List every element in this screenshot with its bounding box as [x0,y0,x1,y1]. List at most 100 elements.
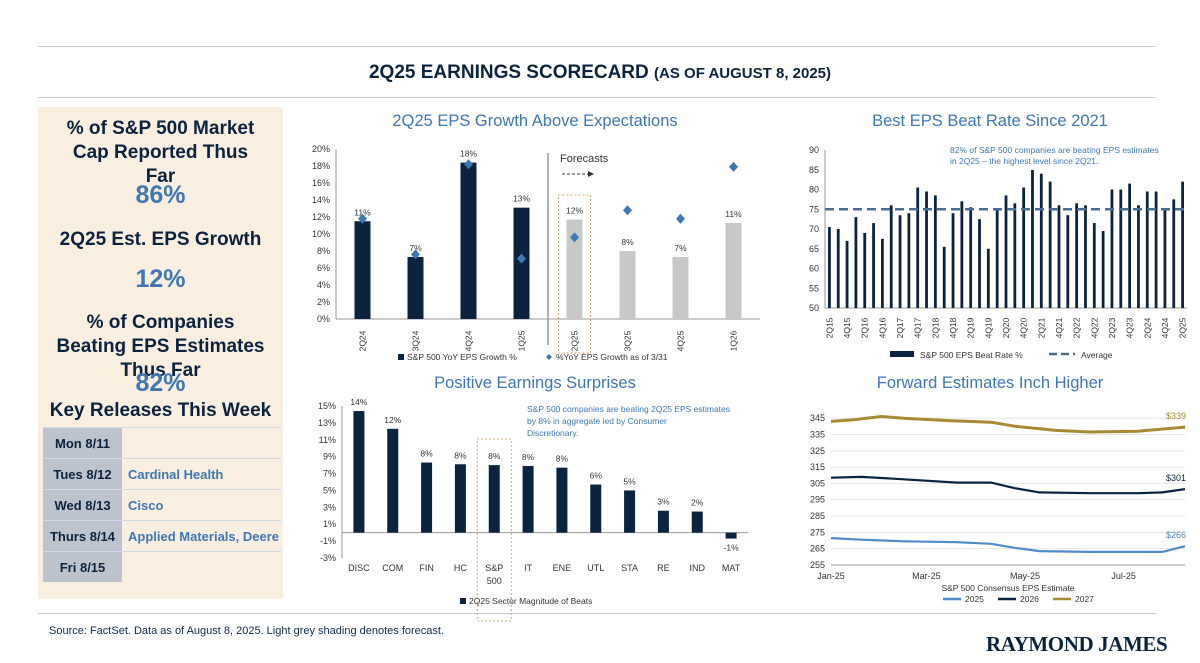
x-tick-label: 4Q18 [948,317,958,338]
title-rule [38,97,1156,98]
x-tick-label: FIN [419,563,434,573]
bar-data-label: 2% [691,498,704,508]
y-tick-label: 265 [810,544,825,554]
bar [960,201,964,308]
release-companies [122,427,281,459]
bar-data-label: 8% [488,451,501,461]
bar [460,162,477,319]
bar [407,256,424,319]
annotation-text: 82% of S&P 500 companies are beating EPS… [950,145,1159,155]
bar-data-label: 18% [460,149,477,159]
bar-data-label: 8% [420,449,433,459]
bar [1022,187,1026,308]
y-tick-label: 275 [810,527,825,537]
y-tick-label: 6% [317,263,330,273]
legend-swatch [890,351,914,357]
legend-swatch [398,354,404,360]
source-note: Source: FactSet. Data as of August 8, 20… [49,625,445,637]
diamond-point [464,159,473,170]
x-tick-label: 4Q25 [676,330,686,351]
series-line [830,475,1186,495]
x-tick-label: S&P [485,563,503,573]
x-tick-label: IT [524,563,533,573]
bar-data-label: 8% [621,237,634,247]
y-tick-label: 10% [312,229,330,239]
legend-label: S&P 500 EPS Beat Rate % [920,350,1023,360]
eps-growth-chart: 0% 2% 4% 6% 8% 10% 12% 14% 16% 18% 20% Forecasts 11%… [312,144,760,362]
release-companies: Cardinal Health [122,458,281,490]
legend-swatch [546,354,552,360]
x-tick-label: 4Q24 [464,330,474,351]
x-tick-label: RE [657,563,670,573]
y-tick-label: 14% [312,195,330,205]
bar [1066,215,1070,308]
forward-eps-chart-title: Forward Estimates Inch Higher [876,374,1104,392]
bar [1101,230,1105,308]
y-tick-label: 70 [809,224,819,234]
bar [863,232,867,308]
x-tick-label: 4Q15 [842,317,852,338]
bar [1048,181,1052,308]
y-tick-label: 55 [809,283,819,293]
y-tick-label: 18% [312,161,330,171]
x-tick-label: 4Q16 [877,317,887,338]
eps-growth-label: 2Q25 Est. EPS Growth [59,229,262,250]
x-tick-label: May-25 [1010,571,1040,581]
release-row: Wed 8/13 Cisco [43,489,281,521]
bar [978,219,981,308]
bar-data-label: 7% [674,243,687,253]
bar [1128,183,1132,308]
end-label: $301 [1166,473,1186,483]
bar [1154,191,1158,308]
release-day: Mon 8/11 [43,427,122,459]
y-tick-label: 285 [810,511,825,521]
release-row: Thurs 8/14 Applied Materials, Deere [43,520,281,552]
x-tick-label: 500 [487,576,502,586]
x-tick-label: Mar-25 [912,571,941,581]
bar [1075,203,1079,308]
key-releases-table: Mon 8/11 Tues 8/12 Cardinal Health Wed 8/… [43,427,281,582]
series-line [830,537,1186,553]
x-tick-label: 2Q18 [930,317,940,338]
surprises-chart-title: Positive Earnings Surprises [434,374,636,392]
y-tick-label: 335 [810,429,825,439]
y-tick-label: 4% [317,280,330,290]
eps-growth-chart-title: 2Q25 EPS Growth Above Expectations [392,112,678,130]
y-tick-label: 65 [809,244,819,254]
x-axis-label: S&P 500 Consensus EPS Estimate [941,583,1074,593]
beat-rate-chart: 50 55 60 65 70 75 80 85 90 2Q15 4Q15 2Q16 4Q16 2Q17 4Q… [809,144,1188,360]
y-tick-label: -1% [320,536,336,546]
x-tick-label: 2Q23 [1107,317,1117,338]
x-tick-label: 2Q20 [1001,317,1011,338]
beat-rate-chart-title: Best EPS Beat Rate Since 2021 [872,112,1108,130]
legend-swatch [460,598,466,604]
y-tick-label: 345 [810,413,825,423]
bar [1039,173,1043,308]
bar [353,411,365,533]
legend-label: 2025 [965,594,984,604]
bar [969,207,973,308]
bar [925,191,928,308]
release-day: Thurs 8/14 [43,520,122,552]
release-row: Mon 8/11 [43,427,281,459]
release-row: Fri 8/15 [43,551,281,582]
y-tick-label: 12% [312,212,330,222]
y-tick-label: 315 [810,462,825,472]
bar [1110,189,1114,308]
bar [387,428,399,533]
x-tick-label: 1Q26 [729,330,739,351]
y-tick-label: 1% [323,519,336,529]
bar-data-label: -1% [724,543,740,553]
bar [907,213,911,308]
bar [657,510,669,533]
y-tick-label: 0% [317,314,330,324]
raymond-james-logo: RAYMOND JAMES [986,632,1168,656]
x-tick-label: 3Q25 [623,330,633,351]
y-tick-label: 305 [810,478,825,488]
x-tick-label: 4Q24 [1160,317,1170,338]
x-tick-label: ENE [553,563,572,573]
series-line [830,414,1186,434]
bar [354,221,371,319]
x-tick-label: 2Q17 [895,317,905,338]
end-label: $339 [1166,411,1186,421]
